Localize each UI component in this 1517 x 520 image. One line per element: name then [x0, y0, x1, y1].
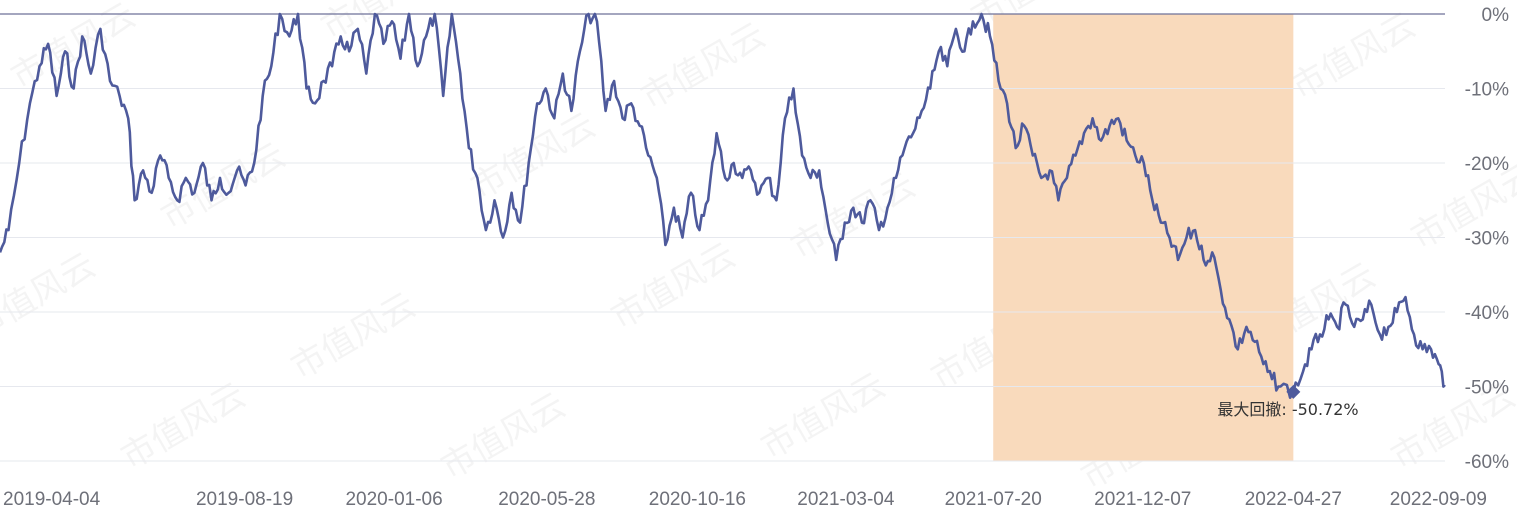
x-tick-label: 2021-03-04: [797, 489, 895, 510]
watermark-text: 市值风云: [285, 285, 423, 388]
drawdown-series-line: [0, 12, 1446, 399]
y-tick-label: -50%: [1465, 378, 1509, 399]
y-tick-label: -10%: [1465, 80, 1509, 101]
max-drawdown-marker: [1286, 384, 1301, 399]
watermark-text: 市值风云: [0, 245, 102, 348]
watermark-text: 市值风云: [435, 385, 573, 488]
x-tick-label: 2022-09-09: [1390, 489, 1487, 510]
x-tick-label: 2019-08-19: [196, 489, 293, 510]
x-tick-label: 2020-05-28: [498, 489, 595, 510]
watermark-text: 市值风云: [605, 235, 743, 338]
gridlines: [0, 88, 1445, 462]
y-tick-label: -60%: [1465, 452, 1509, 473]
x-tick-label: 2019-04-04: [3, 489, 101, 510]
watermark-text: 市值风云: [155, 135, 293, 238]
y-tick-label: -40%: [1465, 303, 1509, 324]
y-tick-label: -20%: [1465, 154, 1509, 175]
x-axis-labels: 2019-04-04 2019-08-19 2020-01-06 2020-05-28…: [3, 489, 1487, 510]
watermark-text: 市值风云: [785, 165, 923, 268]
y-axis-labels: 0% -10% -20% -30% -40% -50% -60%: [1465, 5, 1509, 473]
watermark-text: 市值风云: [1285, 5, 1423, 108]
y-tick-label: -30%: [1465, 229, 1509, 250]
x-tick-label: 2021-12-07: [1094, 489, 1191, 510]
x-tick-label: 2021-07-20: [945, 489, 1042, 510]
x-tick-label: 2020-01-06: [345, 489, 442, 510]
max-drawdown-label: 最大回撤: -50.72%: [1217, 400, 1358, 419]
x-tick-label: 2022-04-27: [1245, 489, 1342, 510]
x-tick-label: 2020-10-16: [649, 489, 746, 510]
watermark-text: 市值风云: [115, 375, 253, 478]
watermark-text: 市值风云: [755, 365, 893, 468]
watermark-text: 市值风云: [635, 15, 773, 118]
y-tick-label: 0%: [1482, 5, 1510, 26]
